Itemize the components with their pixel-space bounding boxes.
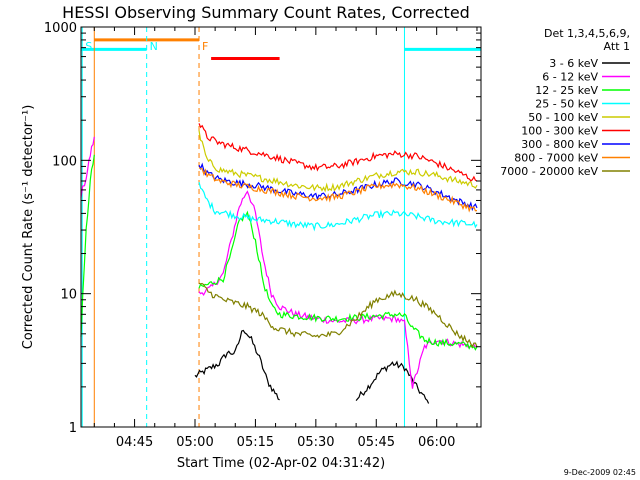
series-line [80,136,95,198]
legend-label: 50 - 100 keV [528,111,598,124]
x-axis-label: Start Time (02-Apr-02 04:31:42) [177,456,385,471]
series-line [198,162,478,212]
series-line [80,154,95,337]
interval-marker-label: N [150,40,158,53]
x-tick-label: 05:30 [297,435,334,450]
y-tick-label: 1 [69,421,77,436]
data-series-layer [80,123,478,404]
series-line [198,167,478,213]
legend-label: 7000 - 20000 keV [500,165,598,178]
x-tick-label: 05:15 [237,435,274,450]
interval-marker-label: F [202,40,208,53]
series-line [194,329,280,401]
legend-label: 800 - 7000 keV [514,152,598,165]
y-axis-label: Corrected Count Rate (s⁻¹ detector⁻¹) [21,105,36,350]
series-line [198,182,478,232]
series-line [198,123,478,182]
x-tick-label: 06:00 [418,435,455,450]
series-line [355,360,430,404]
legend-label: 100 - 300 keV [521,125,598,138]
series-7000-20000-keV [198,282,478,349]
x-tick-label: 04:45 [116,435,153,450]
footer-date: 9-Dec-2009 02:45 [564,468,636,477]
legend-label: 3 - 6 keV [549,57,598,70]
y-tick-label: 100 [52,154,77,169]
series-800-7000-keV [198,167,478,213]
y-axis-ticks: 1 10 100 1000 [44,21,481,436]
legend-label: 25 - 50 keV [535,98,598,111]
legend-label: 300 - 800 keV [521,138,598,151]
series-6-12-keV [80,136,478,389]
legend-subtitle: Att 1 [604,40,630,53]
x-axis-ticks: 04:45 05:00 05:15 05:30 05:45 06:00 [93,27,478,450]
x-tick-label: 05:45 [358,435,395,450]
series-3-6-keV [194,329,430,404]
y-tick-label: 10 [60,288,77,303]
legend-title: Det 1,3,4,5,6,9, [544,27,630,40]
legend-label: 6 - 12 keV [542,71,598,84]
series-line [198,282,478,349]
legend-label: 12 - 25 keV [535,84,598,97]
x-tick-label: 05:00 [176,435,213,450]
plot-frame [80,26,482,428]
series-50-100-keV [198,130,478,193]
series-100-300-keV [198,123,478,182]
y-tick-label: 1000 [44,21,77,36]
series-25-50-keV [198,182,478,232]
interval-marker-label: S [85,40,92,53]
time-interval-bars [81,38,481,61]
interval-marker-lines [81,27,482,427]
series-line [198,210,478,351]
series-300-800-keV [198,162,478,212]
series-line [198,190,478,389]
series-line [198,130,478,193]
chart-title: HESSI Observing Summary Count Rates, Cor… [62,3,470,22]
